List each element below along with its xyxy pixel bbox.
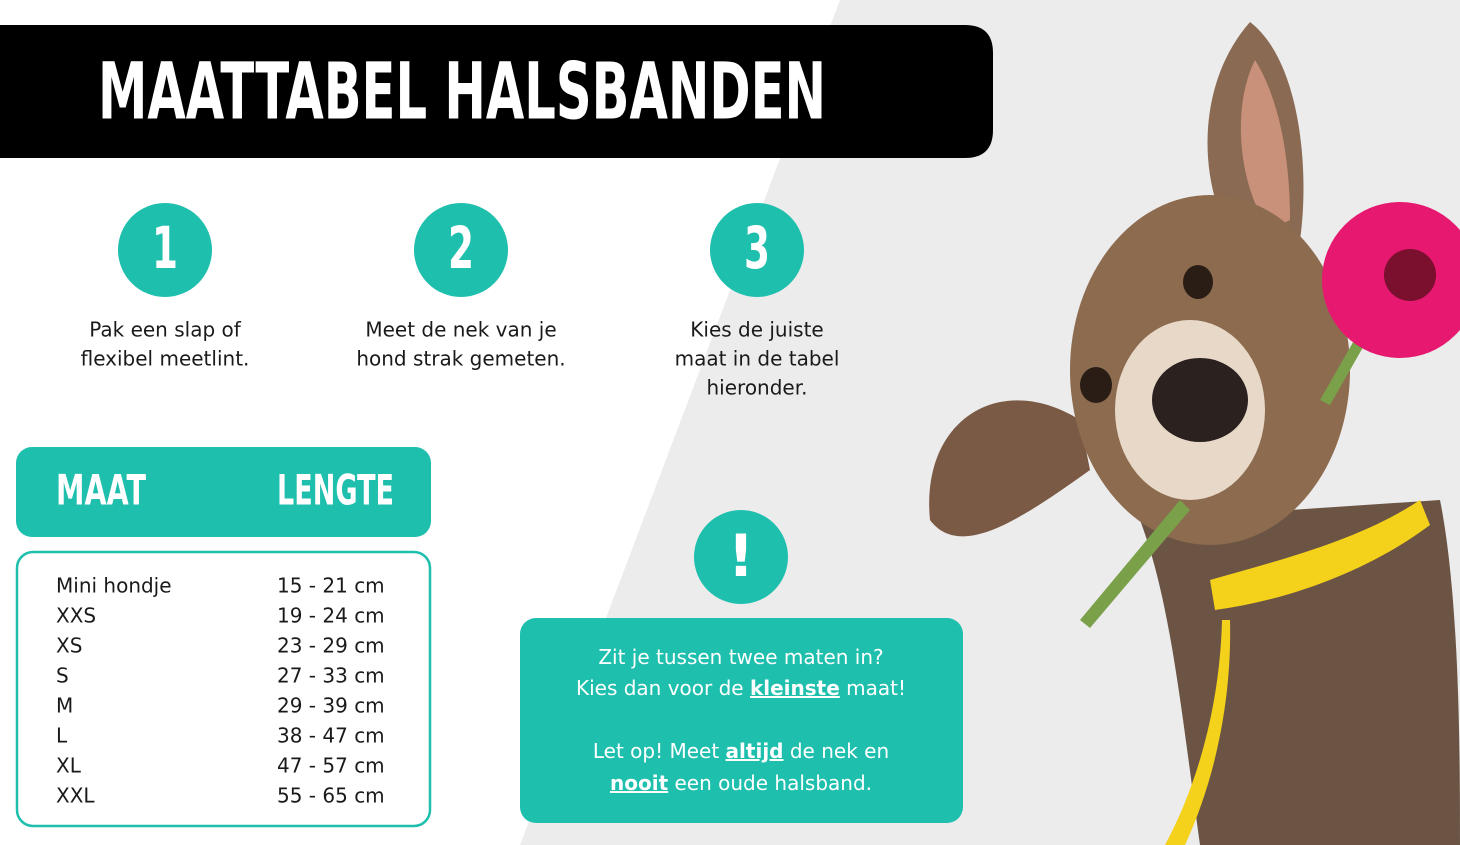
step-number: 3 [744, 214, 770, 282]
column-header: MAAT [56, 466, 146, 515]
step-text: Meet de nek van je [365, 318, 556, 342]
step-circle [710, 203, 804, 297]
notice-text: de nek en [784, 739, 890, 763]
table-body [15, 550, 432, 828]
step-circle [414, 203, 508, 297]
notice-line: Zit je tussen twee maten in? [598, 645, 883, 669]
size-length: 47 - 57 cm [277, 754, 385, 778]
notice-line: nooit een oude halsband. [610, 771, 872, 795]
step-text: flexibel meetlint. [81, 347, 250, 371]
notice-line: Let op! Meet altijd de nek en [593, 739, 889, 763]
notice-box [520, 618, 963, 823]
table-header [16, 447, 431, 537]
size-length: 55 - 65 cm [277, 784, 385, 808]
emphasis-text: kleinste [750, 676, 840, 700]
notice-text: Let op! Meet [593, 739, 726, 763]
step-number: 2 [448, 214, 474, 282]
size-name: L [56, 724, 68, 748]
notice-line: Kies dan voor de kleinste maat! [576, 676, 906, 700]
notice-text: Kies dan voor de [576, 676, 750, 700]
notice-circle [694, 510, 788, 604]
notice-text: maat! [840, 676, 906, 700]
step-number: 1 [152, 214, 178, 282]
size-name: S [56, 664, 69, 688]
size-name: XL [56, 754, 82, 778]
size-name: XXL [56, 784, 95, 808]
step-text: Pak een slap of [89, 318, 242, 342]
emphasis-text: nooit [610, 771, 669, 795]
size-name: Mini hondje [56, 574, 172, 598]
size-length: 23 - 29 cm [277, 634, 385, 658]
notice-text: Zit je tussen twee maten in? [598, 645, 883, 669]
column-header: LENGTE [277, 466, 394, 515]
size-name: M [56, 694, 73, 718]
page-title: MAATTABEL HALSBANDEN [98, 47, 826, 137]
size-length: 19 - 24 cm [277, 604, 385, 628]
step-text: hond strak gemeten. [356, 347, 565, 371]
step-text: Kies de juiste [690, 318, 823, 342]
title-bar [0, 25, 993, 158]
step-text: maat in de tabel [675, 347, 840, 371]
emphasis-text: altijd [726, 739, 784, 763]
step-text: hieronder. [707, 376, 808, 400]
step-circle [118, 203, 212, 297]
size-length: 38 - 47 cm [277, 724, 385, 748]
size-length: 29 - 39 cm [277, 694, 385, 718]
notice-text: een oude halsband. [668, 771, 872, 795]
size-length: 15 - 21 cm [277, 574, 385, 598]
size-name: XXS [56, 604, 96, 628]
size-name: XS [56, 634, 82, 658]
size-length: 27 - 33 cm [277, 664, 385, 688]
notice-symbol: ! [728, 522, 754, 590]
dog-illustration [929, 22, 1460, 845]
